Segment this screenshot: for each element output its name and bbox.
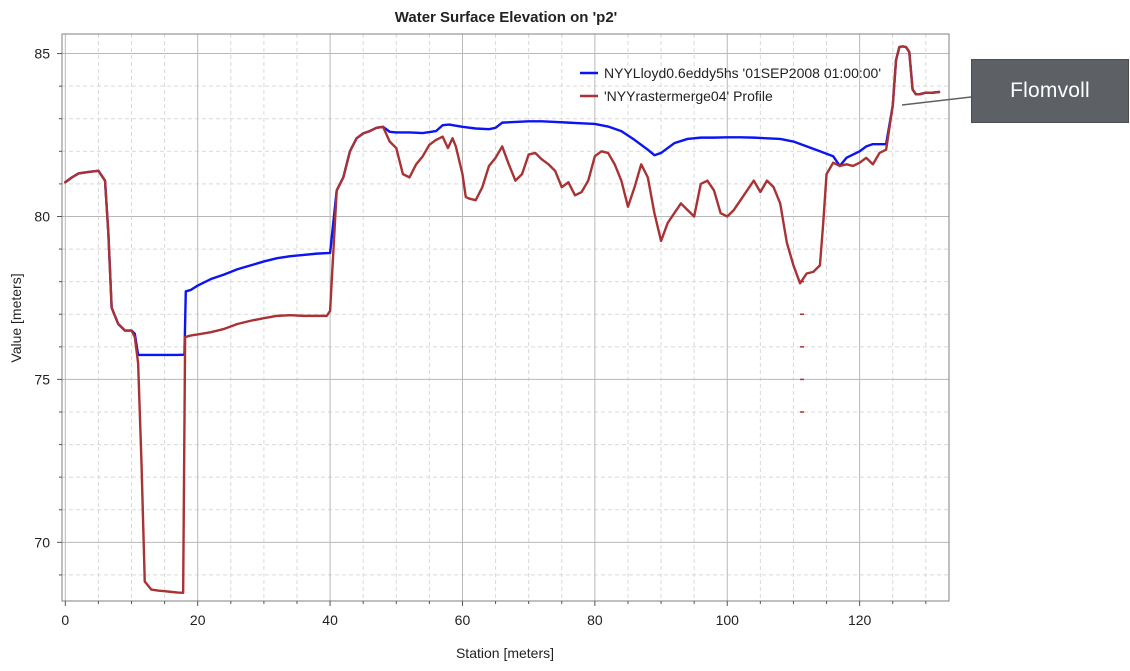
flomvoll-callout-label: Flomvoll bbox=[1010, 79, 1090, 102]
chart-series bbox=[64, 45, 941, 595]
x-tick-label: 0 bbox=[61, 612, 69, 628]
flomvoll-callout: Flomvoll bbox=[971, 59, 1129, 123]
x-tick-label: 80 bbox=[587, 612, 603, 628]
legend-label-blue: NYYLloyd0.6eddy5hs '01SEP2008 01:00:00' bbox=[604, 65, 881, 81]
x-axis-label: Station [meters] bbox=[456, 645, 554, 661]
x-tick-label: 40 bbox=[322, 612, 338, 628]
legend-label-red: 'NYYrastermerge04' Profile bbox=[604, 88, 773, 104]
series-line-blue bbox=[64, 45, 941, 357]
y-tick-label: 75 bbox=[34, 371, 50, 387]
chart-legend: NYYLloyd0.6eddy5hs '01SEP2008 01:00:00' '… bbox=[580, 65, 881, 104]
chart-grid bbox=[62, 34, 949, 601]
chart-title: Water Surface Elevation on 'p2' bbox=[395, 9, 617, 26]
flomvoll-callout-line bbox=[901, 96, 972, 106]
x-tick-label: 100 bbox=[716, 612, 740, 628]
plot-background bbox=[62, 34, 949, 601]
x-tick-label: 60 bbox=[455, 612, 471, 628]
x-tick-label: 120 bbox=[848, 612, 872, 628]
x-tick-label: 20 bbox=[190, 612, 206, 628]
y-axis-label: Value [meters] bbox=[8, 273, 24, 362]
y-tick-label: 85 bbox=[34, 46, 50, 62]
chart-axes: 0 20 40 60 80 100 120 70 75 80 85 bbox=[34, 33, 972, 628]
series-line-red bbox=[64, 45, 941, 595]
y-tick-label: 80 bbox=[34, 208, 50, 224]
y-tick-label: 70 bbox=[34, 534, 50, 550]
plot-frame bbox=[61, 33, 950, 602]
